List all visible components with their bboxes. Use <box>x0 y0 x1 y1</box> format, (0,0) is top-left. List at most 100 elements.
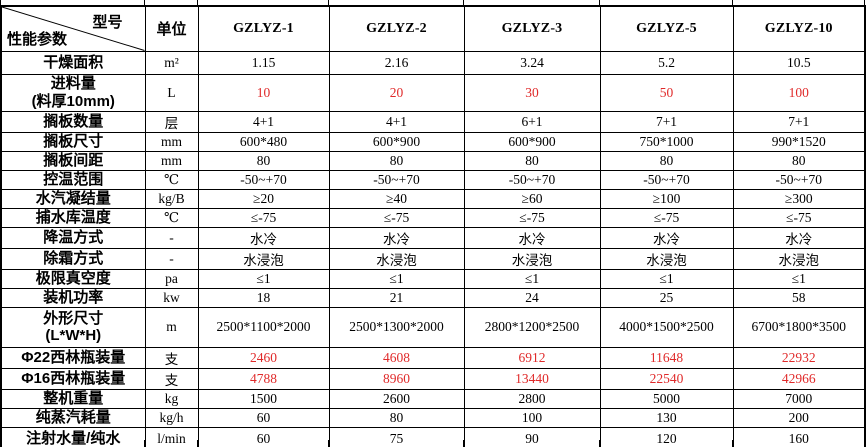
spec-value: 22932 <box>732 346 866 369</box>
spec-value: ≤1 <box>197 268 330 289</box>
spec-value: 750*1000 <box>599 131 734 152</box>
spec-value: 水浸泡 <box>197 247 330 270</box>
row-label: 装机功率 <box>0 287 146 308</box>
spec-value: 42966 <box>732 367 866 390</box>
gridline-stub <box>197 440 198 447</box>
row-unit: - <box>144 247 199 270</box>
spec-value: ≤-75 <box>599 207 734 228</box>
table-row: 搁板数量层 4+1 4+1 6+1 7+1 7+1 <box>0 110 866 133</box>
spec-value: 6700*1800*3500 <box>732 306 866 348</box>
spec-value: 水冷 <box>599 226 734 249</box>
gridline-stub <box>144 0 145 5</box>
table-row: 搁板间距 mm 80 80 80 80 80 <box>0 150 866 171</box>
gridline-stub <box>463 0 464 5</box>
row-label: 降温方式 <box>0 226 146 249</box>
table-row: 极限真空度 pa ≤1 ≤1 ≤1 ≤1 ≤1 <box>0 268 866 289</box>
spec-value: 水冷 <box>463 226 601 249</box>
row-unit: kg/B <box>144 188 199 209</box>
table-row: 外形尺寸 (L*W*H) m 2500*1100*2000 2500*1300*200… <box>0 306 866 348</box>
spec-value: 11648 <box>599 346 734 369</box>
spec-value: 80 <box>197 150 330 171</box>
model-column-header: GZLYZ-2 <box>328 5 465 52</box>
spec-value: 10 <box>197 73 330 112</box>
gridline-stub <box>328 0 329 5</box>
gridline-stub <box>0 440 1 447</box>
spec-value: 8960 <box>328 367 465 390</box>
spec-value: 水浸泡 <box>732 247 866 270</box>
row-label: 极限真空度 <box>0 268 146 289</box>
model-column-header: GZLYZ-1 <box>197 5 330 52</box>
spec-value: -50~+70 <box>463 169 601 190</box>
spec-value: 2800 <box>463 388 601 409</box>
spec-value: 80 <box>732 150 866 171</box>
spec-value: 10.5 <box>732 50 866 75</box>
table-row: 搁板尺寸 mm 600*480 600*900 600*900 750*1000 990*1… <box>0 131 866 152</box>
spec-table-body: 干燥面积 m² 1.15 2.16 3.24 5.2 10.5 进料量 (料厚10mm) L 10… <box>0 50 866 447</box>
spec-value: 50 <box>599 73 734 112</box>
spec-value: 7+1 <box>599 110 734 133</box>
spec-value: 4+1 <box>197 110 330 133</box>
spec-value: ≥300 <box>732 188 866 209</box>
gridline-stub <box>328 440 329 447</box>
spec-value: ≤-75 <box>328 207 465 228</box>
spec-value: 水浸泡 <box>463 247 601 270</box>
row-label: 搁板间距 <box>0 150 146 171</box>
spec-value: 990*1520 <box>732 131 866 152</box>
spec-value: 6+1 <box>463 110 601 133</box>
model-column-header: GZLYZ-3 <box>463 5 601 52</box>
spec-value: 2800*1200*2500 <box>463 306 601 348</box>
spec-value: ≤-75 <box>732 207 866 228</box>
spec-value: 160 <box>732 426 866 447</box>
spec-value: 100 <box>463 407 601 428</box>
spec-value: -50~+70 <box>732 169 866 190</box>
gridline-stub <box>599 0 600 5</box>
row-label: 干燥面积 <box>0 50 146 75</box>
row-unit: 支 <box>144 346 199 369</box>
row-unit: - <box>144 226 199 249</box>
spec-value: 21 <box>328 287 465 308</box>
spec-value: 80 <box>463 150 601 171</box>
spec-value: 80 <box>328 407 465 428</box>
spec-value: 30 <box>463 73 601 112</box>
spec-value: 90 <box>463 426 601 447</box>
row-label: 搁板尺寸 <box>0 131 146 152</box>
spec-value: ≤1 <box>599 268 734 289</box>
corner-model-label: 型号 <box>92 14 123 31</box>
row-label: 纯蒸汽耗量 <box>0 407 146 428</box>
spec-value: 22540 <box>599 367 734 390</box>
row-unit: 层 <box>144 110 199 133</box>
spec-value: 水冷 <box>732 226 866 249</box>
corner-cell: 型号 性能参数 <box>0 5 146 52</box>
spec-value: 80 <box>599 150 734 171</box>
spec-value: -50~+70 <box>599 169 734 190</box>
spec-value: 5000 <box>599 388 734 409</box>
table-row: 进料量 (料厚10mm) L 10 20 30 50 100 <box>0 73 866 112</box>
gridline-stub <box>0 0 1 5</box>
row-unit: ℃ <box>144 207 199 228</box>
row-unit: kg <box>144 388 199 409</box>
table-row: 捕水库温度 ℃ ≤-75 ≤-75 ≤-75 ≤-75 ≤-75 <box>0 207 866 228</box>
spec-value: 600*900 <box>328 131 465 152</box>
gridline-stub <box>463 440 464 447</box>
row-label: 整机重量 <box>0 388 146 409</box>
model-column-header: GZLYZ-5 <box>599 5 734 52</box>
row-unit: 支 <box>144 367 199 390</box>
spec-value: 水浸泡 <box>599 247 734 270</box>
spec-value: ≤-75 <box>463 207 601 228</box>
table-row: 除霜方式 - 水浸泡 水浸泡 水浸泡 水浸泡 水浸泡 <box>0 247 866 270</box>
row-label: 除霜方式 <box>0 247 146 270</box>
spec-value: ≤-75 <box>197 207 330 228</box>
row-unit: m <box>144 306 199 348</box>
spec-value: ≥60 <box>463 188 601 209</box>
row-label: 外形尺寸 (L*W*H) <box>0 306 146 348</box>
spec-value: 60 <box>197 407 330 428</box>
spec-value: 2500*1100*2000 <box>197 306 330 348</box>
table-row: Φ16西林瓶装量支 4788 8960 13440 22540 42966 <box>0 367 866 390</box>
spec-value: ≥20 <box>197 188 330 209</box>
spec-value: 13440 <box>463 367 601 390</box>
spec-value: 7000 <box>732 388 866 409</box>
row-unit: kg/h <box>144 407 199 428</box>
row-label: 水汽凝结量 <box>0 188 146 209</box>
spec-value: 6912 <box>463 346 601 369</box>
